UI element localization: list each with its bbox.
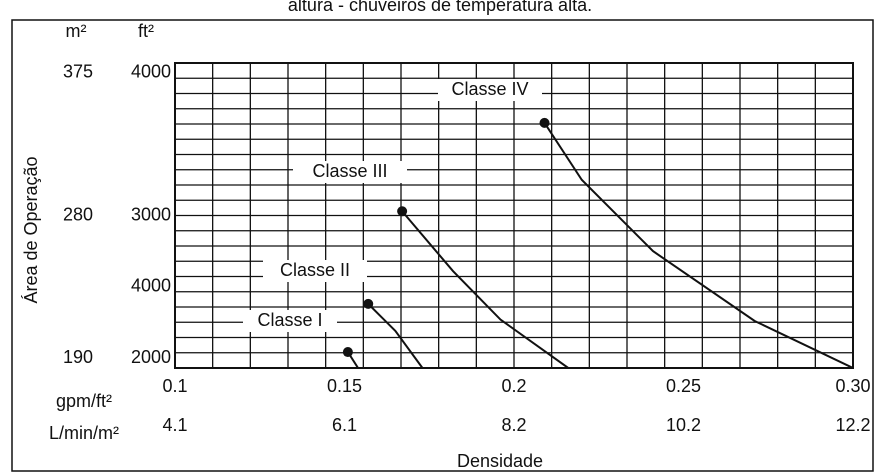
- x-tick-label: 0.15: [327, 376, 362, 396]
- curve: [401, 210, 569, 368]
- chart-title: altura - chuveiros de temperatura alta.: [288, 0, 592, 15]
- start-point: [342, 347, 353, 358]
- start-point: [539, 117, 550, 128]
- y2-unit: m²: [66, 21, 87, 41]
- series-label: Classe II: [280, 260, 350, 280]
- y2-tick-label: 375: [63, 62, 93, 82]
- curve: [367, 303, 424, 368]
- series-label: Classe III: [312, 161, 387, 181]
- series-label: Classe I: [257, 310, 322, 330]
- x-tick-label: 0.2: [501, 376, 526, 396]
- x-tick-label: 0.25: [666, 376, 701, 396]
- series-label: Classe IV: [451, 79, 528, 99]
- x-unit: gpm/ft²: [56, 391, 112, 411]
- x2-tick-label: 4.1: [162, 415, 187, 435]
- start-point: [363, 298, 374, 309]
- plot-border: [174, 62, 854, 369]
- x2-tick-label: 12.2: [835, 415, 870, 435]
- x2-tick-label: 8.2: [501, 415, 526, 435]
- x-tick-label: 0.30: [835, 376, 870, 396]
- series-label-box: [263, 260, 367, 282]
- x2-tick-label: 10.2: [666, 415, 701, 435]
- y2-tick-label: 280: [63, 204, 93, 224]
- x2-unit: L/min/m²: [49, 423, 119, 443]
- y-axis-title: Área de Operação: [21, 156, 41, 303]
- y-tick-label: 4000: [131, 62, 171, 82]
- start-point: [397, 206, 408, 217]
- y-unit: ft²: [138, 21, 154, 41]
- curve: [543, 122, 853, 368]
- frame: [11, 19, 874, 472]
- x2-tick-label: 6.1: [332, 415, 357, 435]
- x-tick-label: 0.1: [162, 376, 187, 396]
- y2-tick-label: 190: [63, 347, 93, 367]
- series-label-box: [293, 161, 407, 183]
- series-label-box: [243, 310, 337, 332]
- y-tick-label: 3000: [131, 204, 171, 224]
- y-tick-label: 4000: [131, 276, 171, 296]
- y-tick-label: 2000: [131, 347, 171, 367]
- x-axis-title: Densidade: [457, 451, 543, 471]
- series-label-box: [438, 79, 542, 101]
